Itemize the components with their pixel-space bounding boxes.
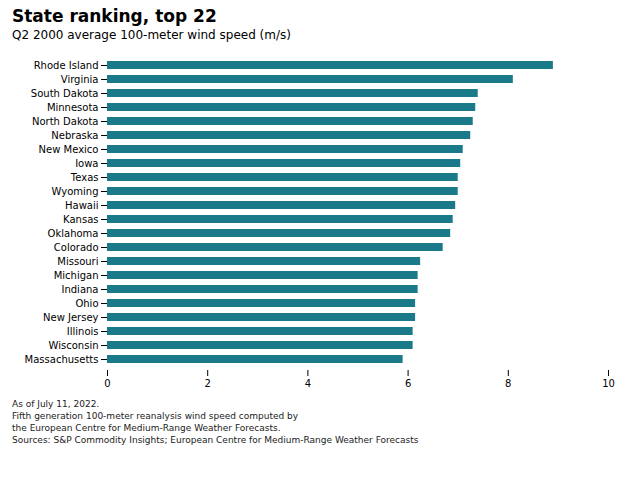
- svg-text:Hawaii: Hawaii: [65, 200, 99, 211]
- svg-text:6: 6: [405, 378, 411, 389]
- svg-text:Minnesota: Minnesota: [47, 102, 99, 113]
- svg-text:Kansas: Kansas: [63, 214, 98, 225]
- svg-text:Oklahoma: Oklahoma: [48, 228, 99, 239]
- svg-text:North Dakota: North Dakota: [32, 116, 99, 127]
- svg-text:Indiana: Indiana: [61, 284, 98, 295]
- svg-text:New Jersey: New Jersey: [43, 312, 99, 323]
- svg-text:2: 2: [205, 378, 211, 389]
- svg-text:Iowa: Iowa: [75, 158, 98, 169]
- svg-text:0: 0: [104, 378, 110, 389]
- svg-text:Missouri: Missouri: [57, 256, 98, 267]
- svg-text:Wisconsin: Wisconsin: [49, 340, 99, 351]
- svg-text:10: 10: [602, 378, 615, 389]
- svg-text:Colorado: Colorado: [54, 242, 99, 253]
- html-text:Q2 2000 average 100-meter wind: Q2 2000 average 100-meter wind speed (m/…: [12, 28, 291, 42]
- svg-text:Texas: Texas: [70, 172, 99, 183]
- svg-text:Wyoming: Wyoming: [52, 186, 99, 197]
- svg-text:Rhode Island: Rhode Island: [34, 60, 99, 71]
- svg-text:Nebraska: Nebraska: [51, 130, 98, 141]
- svg-text:New Mexico: New Mexico: [39, 144, 99, 155]
- svg-text:8: 8: [505, 378, 511, 389]
- svg-text:Michigan: Michigan: [54, 270, 99, 281]
- svg-text:Illinois: Illinois: [67, 326, 99, 337]
- svg-text:Virginia: Virginia: [61, 74, 99, 85]
- svg-text:Ohio: Ohio: [75, 298, 98, 309]
- html-text:State ranking, top 22: State ranking, top 22: [12, 6, 217, 26]
- svg-text:4: 4: [305, 378, 311, 389]
- svg-text:Massachusetts: Massachusetts: [25, 354, 99, 365]
- svg-text:South Dakota: South Dakota: [31, 88, 99, 99]
- html-text:As of July 11, 2022. Fifth gen: As of July 11, 2022. Fifth generation 10…: [12, 399, 419, 446]
